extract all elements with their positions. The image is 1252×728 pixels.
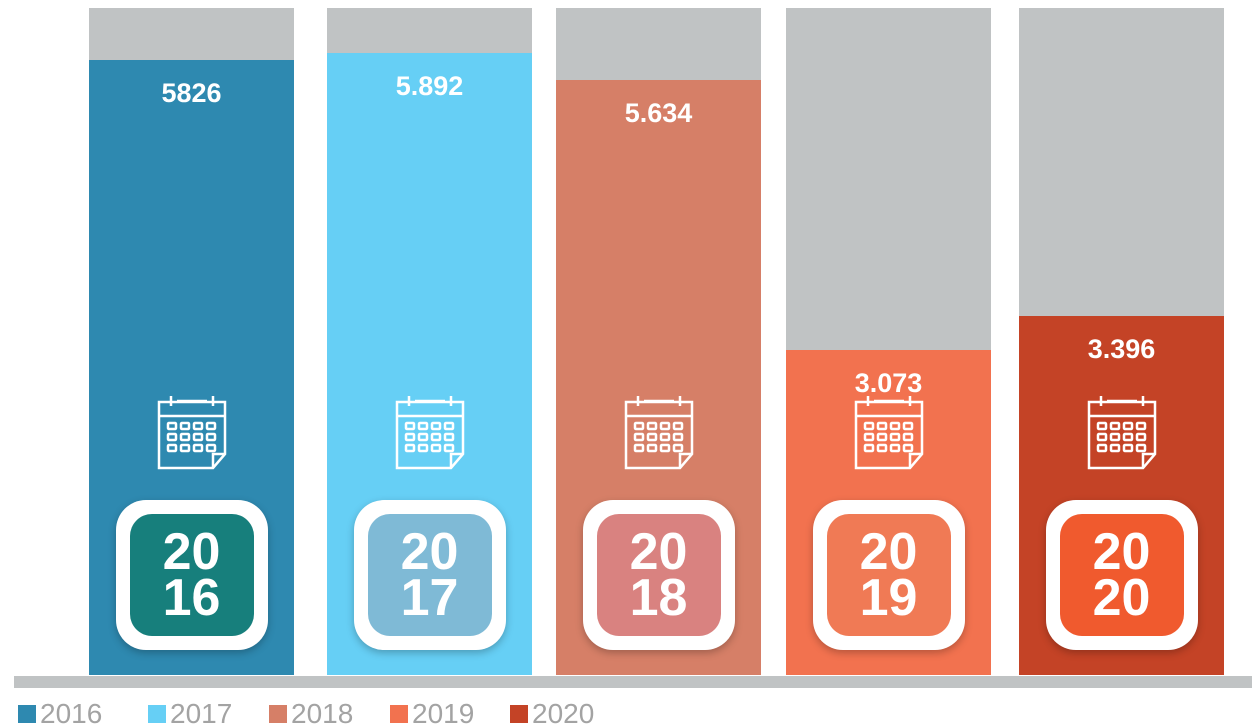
calendar-icon	[1085, 392, 1159, 472]
year-badge: 2018	[582, 500, 735, 650]
value-label: 5.634	[624, 98, 693, 129]
legend-label: 2017	[170, 698, 233, 728]
legend-label: 2018	[291, 698, 354, 728]
year-badge-inner: 2017	[367, 514, 492, 636]
year-badge-text: 2016	[162, 523, 221, 627]
year-badge: 2019	[812, 500, 965, 650]
legend-label: 2020	[532, 698, 595, 728]
legend-label: 2019	[412, 698, 475, 728]
legend-swatch	[148, 705, 166, 723]
year-badge: 2020	[1045, 500, 1198, 650]
year-badge-text: 2017	[400, 523, 459, 627]
legend-label: 2016	[40, 698, 103, 728]
year-badge-inner: 2019	[826, 514, 951, 636]
calendar-icon	[622, 392, 696, 472]
calendar-icon	[393, 392, 467, 472]
year-badge: 2016	[115, 500, 268, 650]
year-badge: 2017	[353, 500, 506, 650]
legend-swatch	[269, 705, 287, 723]
legend-swatch	[510, 705, 528, 723]
year-badge-inner: 2018	[596, 514, 721, 636]
legend-swatch	[18, 705, 36, 723]
year-badge-inner: 2020	[1059, 514, 1184, 636]
year-badge-text: 2019	[859, 523, 918, 627]
year-badge-text: 2018	[629, 523, 688, 627]
value-label: 5826	[161, 77, 222, 108]
year-badge-inner: 2016	[129, 514, 254, 636]
value-label: 3.073	[854, 368, 923, 399]
calendar-icon	[852, 392, 926, 472]
year-badge-text: 2020	[1092, 523, 1151, 627]
value-label: 5.892	[395, 70, 464, 101]
value-label: 3.396	[1087, 334, 1156, 365]
calendar-icon	[155, 392, 229, 472]
legend-swatch	[390, 705, 408, 723]
baseline	[14, 676, 1252, 688]
